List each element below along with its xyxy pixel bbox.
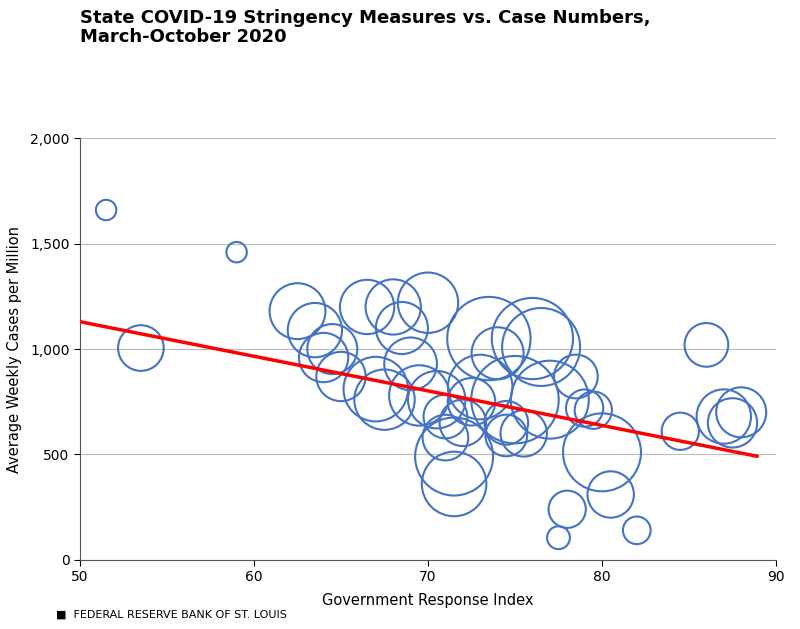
Point [439,433,452,443]
Point [387,302,400,312]
Point [395,323,408,333]
Point [378,394,391,404]
Point [596,447,609,457]
Point [718,411,730,421]
Point [735,408,748,418]
Point [570,372,582,382]
Point [552,533,565,543]
Point [134,343,147,353]
Point [526,333,539,343]
Point [457,418,470,428]
Point [543,394,556,404]
Point [370,384,382,394]
Point [448,479,461,489]
Point [630,525,643,535]
Point [518,428,530,438]
Point [422,298,434,308]
Point [500,418,513,428]
Point [700,340,713,350]
Point [674,426,686,437]
Point [404,359,417,369]
Point [578,403,591,413]
Point [509,394,522,404]
Point [230,247,243,257]
Point [465,397,478,407]
Point [334,372,347,382]
Point [439,411,452,421]
Point [318,352,330,362]
Point [100,205,113,215]
Point [534,342,547,352]
Point [482,333,495,343]
Point [291,306,304,316]
Point [430,394,443,404]
X-axis label: Government Response Index: Government Response Index [322,593,534,608]
Point [726,418,739,428]
Point [326,344,338,354]
Point [500,430,513,440]
Text: ■  FEDERAL RESERVE BANK OF ST. LOUIS: ■ FEDERAL RESERVE BANK OF ST. LOUIS [56,610,287,620]
Y-axis label: Average Weekly Cases per Million: Average Weekly Cases per Million [6,226,22,472]
Point [561,504,574,515]
Text: March-October 2020: March-October 2020 [80,28,286,47]
Point [491,348,504,359]
Point [309,325,322,335]
Point [413,391,426,401]
Point [474,382,486,392]
Point [448,452,461,462]
Point [604,489,617,499]
Text: State COVID-19 Stringency Measures vs. Case Numbers,: State COVID-19 Stringency Measures vs. C… [80,9,650,28]
Point [361,302,374,312]
Point [587,405,600,415]
